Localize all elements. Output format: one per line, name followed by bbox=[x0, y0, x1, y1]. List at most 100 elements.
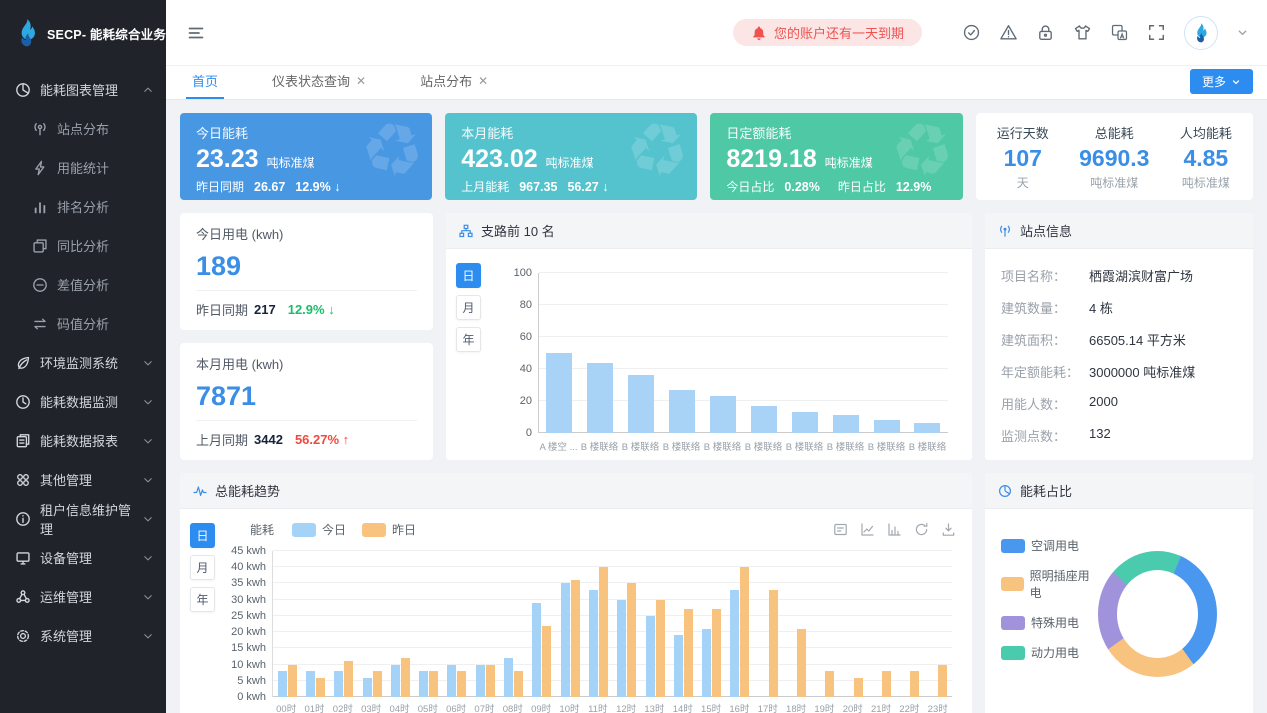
kpi-card-daily-quota: 日定额能耗 8219.18 吨标准煤 今日占比 0.28% 昨日占比 12.9%… bbox=[710, 113, 963, 200]
sidebar-item[interactable]: 能耗数据报表 bbox=[0, 421, 166, 460]
collapse-menu-icon[interactable] bbox=[186, 23, 206, 43]
x-tick-label: B 楼联络 bbox=[621, 442, 660, 453]
tab-仪表状态查询[interactable]: 仪表状态查询 ✕ bbox=[266, 71, 372, 99]
lock-icon[interactable] bbox=[1036, 23, 1055, 42]
tab-站点分布[interactable]: 站点分布 ✕ bbox=[414, 71, 494, 99]
tab-首页[interactable]: 首页 bbox=[186, 71, 225, 99]
x-tick-label: 14时 bbox=[672, 704, 693, 713]
sidebar-item[interactable]: 能耗数据监测 bbox=[0, 382, 166, 421]
x-tick-label: 18时 bbox=[786, 704, 807, 713]
trend-bar-昨日 bbox=[598, 567, 608, 697]
y-tick-label: 5 kwh bbox=[237, 674, 266, 687]
site-info-label: 项目名称： bbox=[1001, 268, 1067, 284]
pie-legend-item-空调用电[interactable]: 空调用电 bbox=[1001, 537, 1098, 554]
kpi-foot-label: 今日占比 bbox=[726, 180, 775, 194]
legend-item-昨日[interactable]: 昨日 bbox=[362, 521, 416, 538]
sidebar-subitem[interactable]: 差值分析 bbox=[0, 265, 166, 304]
x-tick-label: 23时 bbox=[927, 704, 948, 713]
x-tick-label: B 楼联络 bbox=[580, 442, 619, 453]
data-view-icon[interactable] bbox=[833, 522, 848, 537]
fullscreen-icon[interactable] bbox=[1147, 23, 1166, 42]
line-chart-icon[interactable] bbox=[860, 522, 875, 537]
usage-value: 7871 bbox=[196, 381, 257, 411]
legend-label: 昨日 bbox=[392, 523, 417, 537]
sidebar-item[interactable]: 运维管理 bbox=[0, 577, 166, 616]
usage-compare-value: 3442 bbox=[254, 432, 283, 447]
user-menu-caret-icon[interactable] bbox=[1236, 26, 1249, 39]
chevron-down-icon bbox=[142, 513, 154, 525]
y-tick-label: 80 bbox=[519, 299, 532, 311]
more-tabs-button[interactable]: 更多 bbox=[1189, 69, 1253, 94]
trend-bar-今日 bbox=[730, 589, 740, 697]
sidebar-subitem[interactable]: 同比分析 bbox=[0, 226, 166, 265]
pie-legend: 空调用电 照明插座用电 特殊用电 动力用电 bbox=[1001, 537, 1098, 677]
panel-title: 支路前 10 名 bbox=[481, 224, 555, 239]
theme-tshirt-icon[interactable] bbox=[1073, 23, 1092, 42]
trend-bar-今日 bbox=[362, 677, 372, 697]
pie-icon bbox=[998, 484, 1012, 498]
x-tick-label: B 楼联络 bbox=[703, 442, 742, 453]
period-button-月[interactable]: 月 bbox=[456, 295, 481, 320]
palette-icon[interactable] bbox=[962, 23, 981, 42]
legend-item-今日[interactable]: 今日 bbox=[292, 521, 346, 538]
dashboard-content: 今日能耗 23.23 吨标准煤 昨日同期 26.67 12.9% ↓ ♻ 本月能… bbox=[166, 100, 1267, 713]
x-tick-label: B 楼联络 bbox=[744, 442, 783, 453]
user-avatar[interactable] bbox=[1184, 15, 1218, 50]
sidebar-subitem-label: 差值分析 bbox=[57, 278, 110, 293]
summary-unit: 天 bbox=[1016, 175, 1029, 190]
sidebar-subitem[interactable]: 站点分布 bbox=[0, 109, 166, 148]
donut-chart bbox=[1097, 551, 1217, 677]
bar-chart-icon[interactable] bbox=[887, 522, 902, 537]
download-icon[interactable] bbox=[941, 522, 956, 537]
pie-legend-item-动力用电[interactable]: 动力用电 bbox=[1001, 644, 1098, 661]
sidebar-item[interactable]: 能耗图表管理 bbox=[0, 70, 166, 109]
period-button-日[interactable]: 日 bbox=[190, 523, 215, 548]
y-tick-label: 25 kwh bbox=[231, 609, 266, 622]
trend-bar-昨日 bbox=[429, 671, 439, 697]
warning-icon[interactable] bbox=[999, 23, 1018, 42]
period-button-年[interactable]: 年 bbox=[456, 327, 481, 352]
sidebar-item[interactable]: 系统管理 bbox=[0, 616, 166, 655]
period-button-日[interactable]: 日 bbox=[456, 263, 481, 288]
compare-icon bbox=[32, 238, 48, 254]
trend-bar-今日 bbox=[560, 583, 570, 697]
branch-bar bbox=[750, 405, 777, 433]
kpi-title: 今日能耗 bbox=[196, 126, 249, 141]
tab-close-icon[interactable]: ✕ bbox=[356, 73, 367, 88]
tab-label: 站点分布 bbox=[420, 74, 473, 89]
pie-legend-item-特殊用电[interactable]: 特殊用电 bbox=[1001, 614, 1098, 631]
panel-title: 能耗占比 bbox=[1020, 484, 1073, 499]
sidebar-subitem[interactable]: 用能统计 bbox=[0, 148, 166, 187]
locale-switch-icon[interactable] bbox=[1110, 23, 1129, 42]
branch-bar bbox=[832, 415, 859, 433]
refresh-icon[interactable] bbox=[914, 522, 929, 537]
sidebar-item-label: 运维管理 bbox=[40, 590, 93, 605]
kpi-unit: 吨标准煤 bbox=[824, 156, 873, 170]
sidebar-item-label: 能耗数据报表 bbox=[40, 434, 119, 449]
site-info-row: 项目名称： 栖霞湖滨财富广场 bbox=[1001, 259, 1237, 291]
period-button-月[interactable]: 月 bbox=[190, 555, 215, 580]
site-info-row: 建筑数量： 4 栋 bbox=[1001, 291, 1237, 323]
site-info-list: 项目名称： 栖霞湖滨财富广场 建筑数量： 4 栋建筑面积： 66505.14 平方… bbox=[985, 249, 1253, 461]
branch-period-group: 日月年 bbox=[456, 263, 481, 352]
branch-bar bbox=[873, 420, 900, 433]
tab-close-icon[interactable]: ✕ bbox=[478, 73, 489, 88]
period-button-年[interactable]: 年 bbox=[190, 587, 215, 612]
summary-label: 人均能耗 bbox=[1179, 125, 1232, 141]
branch-bar-chart: 0 20 40 60 80 100 bbox=[514, 267, 948, 439]
sidebar-subitem[interactable]: 码值分析 bbox=[0, 304, 166, 343]
sidebar-item[interactable]: 环境监测系统 bbox=[0, 343, 166, 382]
usage-title: 本月用电 (kwh) bbox=[196, 357, 284, 372]
pie-legend-item-照明插座用电[interactable]: 照明插座用电 bbox=[1001, 567, 1098, 601]
sidebar-item[interactable]: 设备管理 bbox=[0, 538, 166, 577]
legend-swatch bbox=[1001, 645, 1025, 660]
site-info-label: 上线时间： bbox=[1001, 458, 1089, 461]
sidebar-item[interactable]: 其他管理 bbox=[0, 460, 166, 499]
y-tick-label: 35 kwh bbox=[231, 577, 266, 590]
sidebar-item[interactable]: 租户信息维护管理 bbox=[0, 499, 166, 538]
trend-bar-今日 bbox=[504, 658, 514, 697]
sidebar-subitem[interactable]: 排名分析 bbox=[0, 187, 166, 226]
x-tick-label: B 楼联络 bbox=[785, 442, 824, 453]
account-expiry-alert[interactable]: 您的账户还有一天到期 bbox=[732, 19, 922, 46]
legend-swatch bbox=[1001, 577, 1024, 591]
